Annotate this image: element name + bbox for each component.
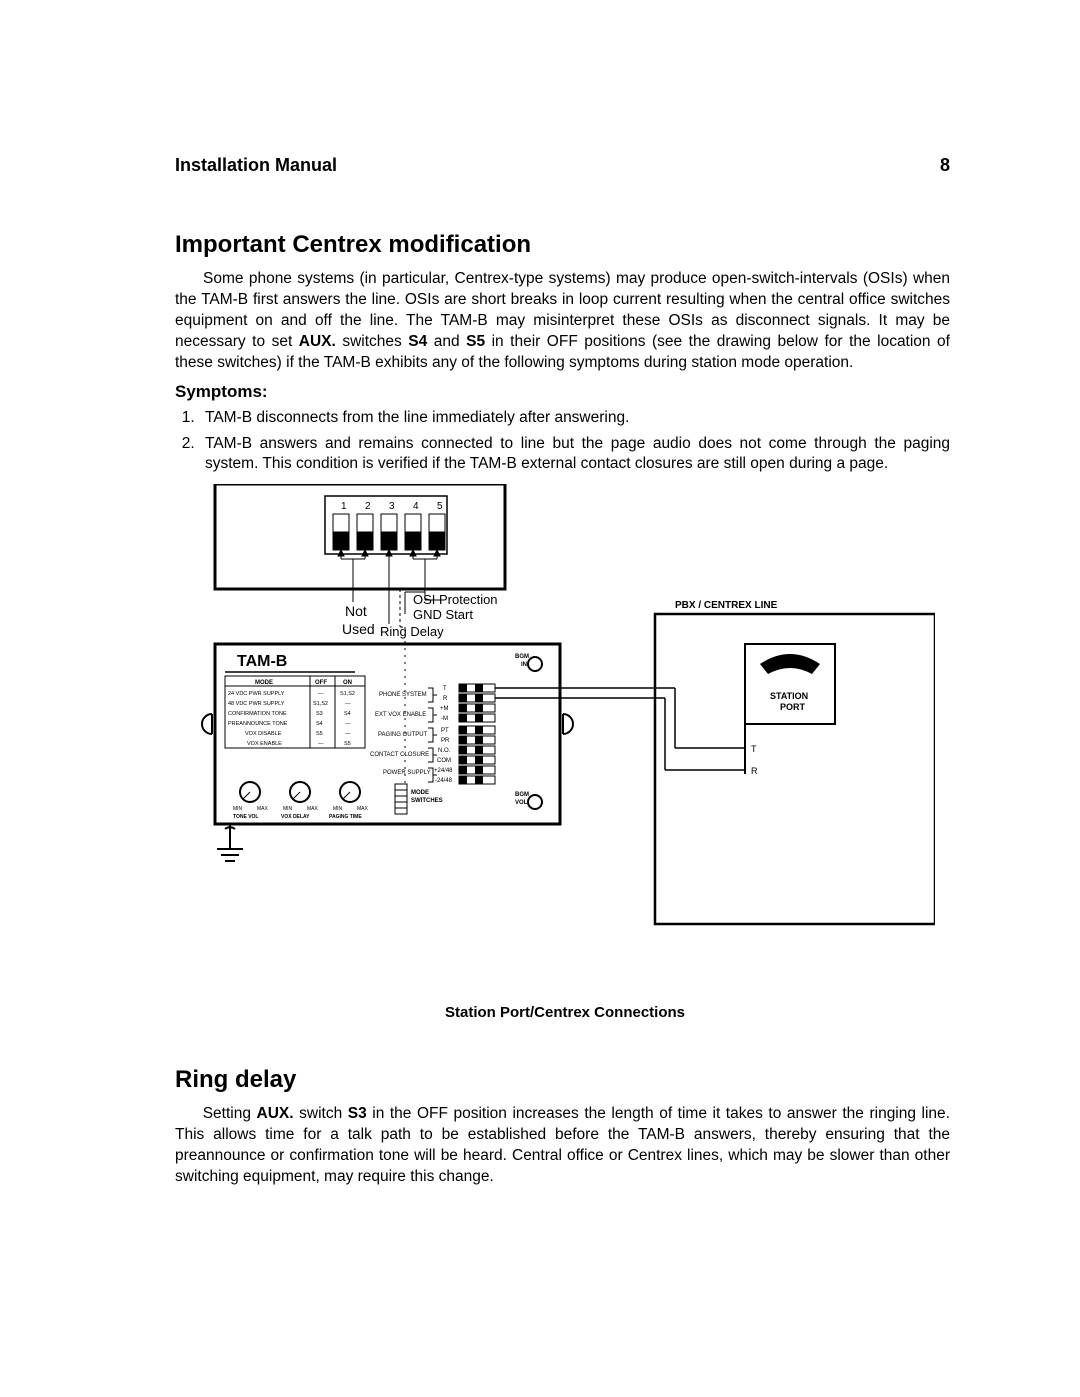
svg-text:S4: S4 — [344, 711, 351, 717]
svg-text:T: T — [443, 686, 447, 692]
svg-text:MIN: MIN — [283, 806, 293, 812]
label-ringdelay: Ring Delay — [380, 624, 444, 639]
station-port-label: STATION — [770, 691, 808, 701]
mode-sw-label2: SWITCHES — [411, 798, 443, 804]
svg-text:MIN: MIN — [333, 806, 343, 812]
svg-text:PAGING TIME: PAGING TIME — [329, 814, 362, 820]
bgm-vol-label: BGM — [515, 792, 529, 798]
figure-caption: Station Port/Centrex Connections — [195, 1004, 935, 1021]
svg-text:S4: S4 — [316, 721, 323, 727]
page: Installation Manual 8 Important Centrex … — [0, 0, 1080, 1397]
label-not: Not — [345, 603, 367, 619]
svg-text:S3: S3 — [316, 711, 323, 717]
knobs — [240, 782, 360, 802]
symptom-item: TAM-B answers and remains connected to l… — [199, 434, 950, 474]
terminal-blocks — [459, 684, 495, 784]
svg-text:+M: +M — [440, 706, 449, 712]
svg-text:S5: S5 — [316, 731, 323, 737]
svg-text:-M: -M — [441, 716, 448, 722]
svg-text:COM: COM — [437, 758, 451, 764]
mid-labels: PHONE SYSTEM EXT VOX ENABLE PAGING OUTPU… — [370, 692, 431, 776]
page-header: Installation Manual 8 — [175, 155, 950, 176]
bgm-vol-label2: VOL — [515, 800, 528, 806]
sw-num: 3 — [389, 501, 395, 512]
symptoms-title: Symptoms: — [175, 382, 950, 402]
mode-sw-label: MODE — [411, 790, 429, 796]
symptom-item: TAM-B disconnects from the line immediat… — [199, 408, 950, 428]
svg-text:24 VDC PWR SUPPLY: 24 VDC PWR SUPPLY — [228, 691, 285, 697]
mode-rows: 24 VDC PWR SUPPLY — S1,S2 48 VDC PWR SUPPL… — [228, 691, 355, 747]
svg-text:MAX: MAX — [357, 806, 369, 812]
svg-text:R: R — [443, 696, 448, 702]
label-osi: OSI Protection — [413, 592, 498, 607]
sw-num: 2 — [365, 501, 371, 512]
svg-text:MIN: MIN — [233, 806, 243, 812]
page-number: 8 — [940, 155, 950, 176]
th-on: ON — [343, 680, 352, 686]
svg-text:N.O.: N.O. — [438, 748, 451, 754]
r-label: R — [751, 766, 758, 776]
th-off: OFF — [315, 680, 327, 686]
svg-text:S5: S5 — [344, 741, 351, 747]
svg-text:TONE VOL: TONE VOL — [233, 814, 258, 820]
svg-text:VOX DELAY: VOX DELAY — [281, 814, 310, 820]
tamb-title: TAM-B — [237, 653, 287, 670]
t-label: T — [751, 744, 757, 754]
svg-text:MAX: MAX — [257, 806, 269, 812]
svg-text:MAX: MAX — [307, 806, 319, 812]
label-gnd: GND Start — [413, 607, 473, 622]
pbx-label: PBX / CENTREX LINE — [675, 600, 778, 611]
svg-text:PAGING OUTPUT: PAGING OUTPUT — [378, 732, 428, 738]
figure-wrap: 1 2 3 4 5 Not Used O — [195, 484, 935, 1021]
symptoms-list: TAM-B disconnects from the line immediat… — [175, 408, 950, 474]
station-port-label2: PORT — [780, 702, 806, 712]
svg-text:—: — — [345, 721, 351, 727]
svg-text:PR: PR — [441, 738, 450, 744]
svg-text:VOX DISABLE: VOX DISABLE — [245, 731, 282, 737]
svg-text:CONFIRMATION TONE: CONFIRMATION TONE — [228, 711, 287, 717]
svg-text:VOX ENABLE: VOX ENABLE — [247, 741, 282, 747]
sw-num: 1 — [341, 501, 347, 512]
svg-text:48 VDC PWR SUPPLY: 48 VDC PWR SUPPLY — [228, 701, 285, 707]
svg-text:—: — — [318, 691, 324, 697]
header-title: Installation Manual — [175, 155, 337, 176]
svg-text:PREANNOUNCE TONE: PREANNOUNCE TONE — [228, 721, 288, 727]
section-title-centrex: Important Centrex modification — [175, 231, 950, 259]
svg-text:—: — — [345, 731, 351, 737]
sw-num: 5 — [437, 501, 443, 512]
svg-text:S1,S2: S1,S2 — [313, 701, 328, 707]
svg-text:-24/48: -24/48 — [435, 778, 453, 784]
bgm-in-label: BGM — [515, 654, 529, 660]
svg-text:PHONE SYSTEM: PHONE SYSTEM — [379, 692, 427, 698]
bgm-in-label2: IN — [521, 662, 527, 668]
svg-text:S1,S2: S1,S2 — [340, 691, 355, 697]
svg-text:+24/48: +24/48 — [434, 768, 453, 774]
phone-icon — [760, 654, 820, 674]
centrex-paragraph: Some phone systems (in particular, Centr… — [175, 269, 950, 374]
knob-labels: MINMAX MINMAX MINMAX TONE VOL VOX DELAY … — [233, 806, 369, 820]
svg-text:—: — — [318, 741, 324, 747]
svg-text:—: — — [345, 701, 351, 707]
ring-paragraph: Setting AUX. switch S3 in the OFF positi… — [175, 1104, 950, 1188]
svg-text:CONTACT CLOSURE: CONTACT CLOSURE — [370, 752, 429, 758]
section-title-ring: Ring delay — [175, 1066, 950, 1094]
label-used: Used — [342, 621, 375, 637]
svg-text:POWER SUPPLY: POWER SUPPLY — [383, 770, 431, 776]
th-mode: MODE — [255, 680, 273, 686]
svg-text:PT: PT — [441, 728, 449, 734]
svg-text:EXT VOX ENABLE: EXT VOX ENABLE — [375, 712, 426, 718]
sw-num: 4 — [413, 501, 419, 512]
connection-diagram: 1 2 3 4 5 Not Used O — [195, 484, 935, 954]
